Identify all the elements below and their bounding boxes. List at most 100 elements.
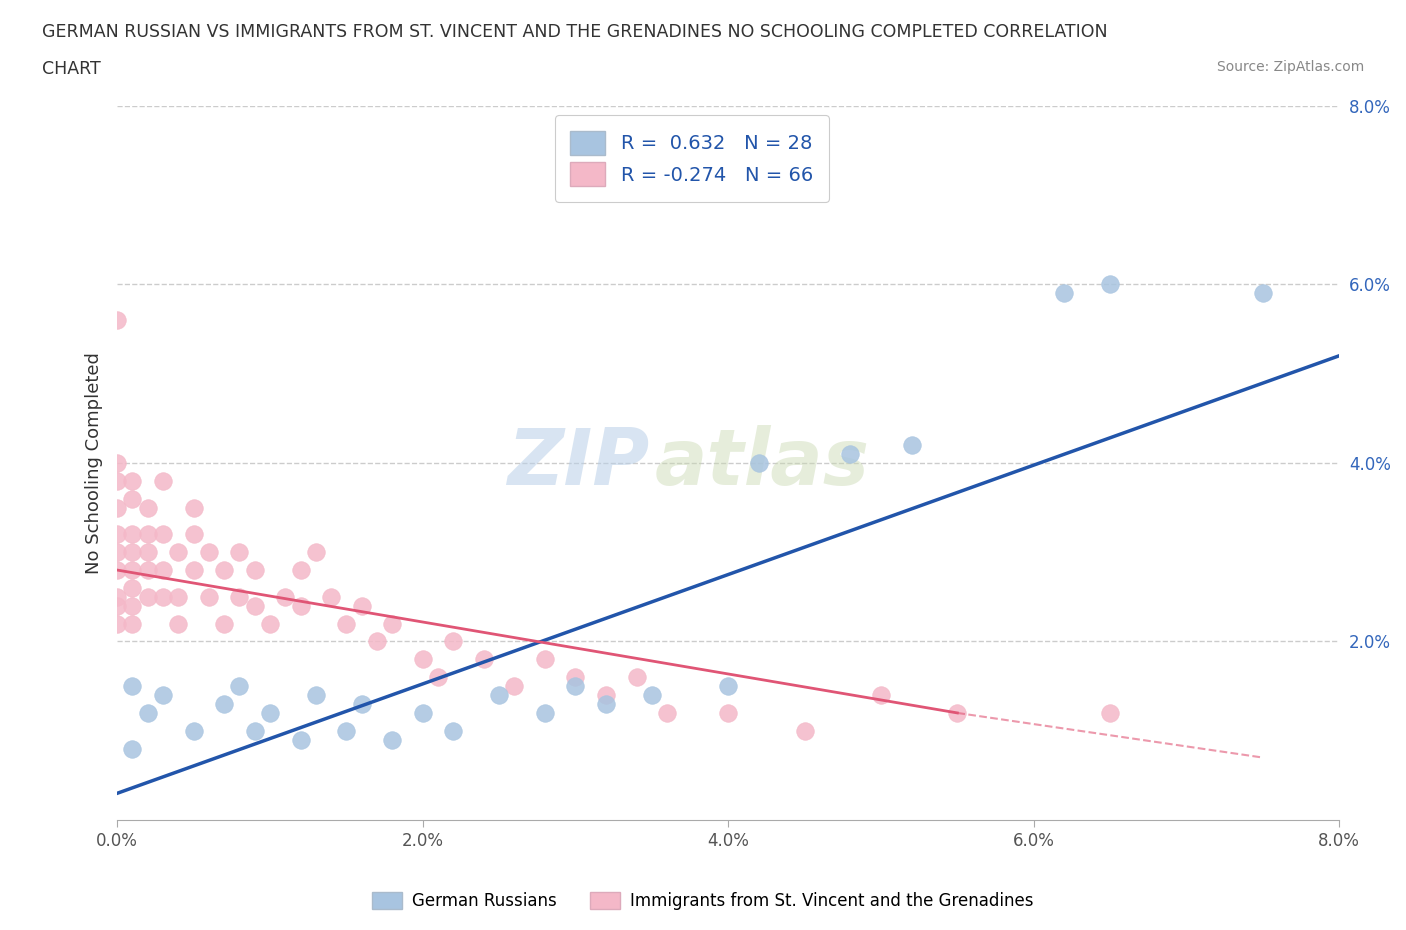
- Point: [259, 617, 281, 631]
- Point: [136, 563, 159, 578]
- Point: [183, 500, 205, 515]
- Point: [243, 598, 266, 613]
- Point: [290, 563, 312, 578]
- Point: [595, 687, 617, 702]
- Point: [121, 617, 143, 631]
- Point: [259, 706, 281, 721]
- Point: [105, 473, 128, 488]
- Point: [717, 679, 740, 694]
- Point: [564, 670, 586, 684]
- Point: [212, 617, 235, 631]
- Point: [412, 652, 434, 667]
- Point: [152, 563, 174, 578]
- Point: [1053, 286, 1076, 300]
- Point: [136, 706, 159, 721]
- Point: [441, 724, 464, 738]
- Point: [105, 590, 128, 604]
- Point: [212, 697, 235, 711]
- Point: [167, 545, 190, 560]
- Point: [228, 590, 250, 604]
- Point: [152, 590, 174, 604]
- Point: [167, 590, 190, 604]
- Point: [121, 679, 143, 694]
- Point: [212, 563, 235, 578]
- Point: [381, 617, 404, 631]
- Point: [198, 590, 221, 604]
- Point: [626, 670, 648, 684]
- Point: [121, 545, 143, 560]
- Point: [136, 590, 159, 604]
- Point: [441, 634, 464, 649]
- Point: [427, 670, 450, 684]
- Point: [595, 697, 617, 711]
- Point: [793, 724, 815, 738]
- Point: [121, 598, 143, 613]
- Point: [121, 580, 143, 595]
- Point: [534, 706, 557, 721]
- Legend: R =  0.632   N = 28, R = -0.274   N = 66: R = 0.632 N = 28, R = -0.274 N = 66: [554, 115, 828, 202]
- Point: [870, 687, 893, 702]
- Point: [183, 527, 205, 542]
- Point: [105, 527, 128, 542]
- Point: [121, 527, 143, 542]
- Point: [105, 312, 128, 327]
- Point: [1251, 286, 1274, 300]
- Point: [105, 500, 128, 515]
- Point: [366, 634, 388, 649]
- Point: [290, 732, 312, 747]
- Point: [105, 563, 128, 578]
- Point: [183, 563, 205, 578]
- Point: [472, 652, 495, 667]
- Point: [105, 545, 128, 560]
- Point: [946, 706, 969, 721]
- Point: [335, 724, 357, 738]
- Point: [839, 446, 862, 461]
- Y-axis label: No Schooling Completed: No Schooling Completed: [86, 352, 103, 574]
- Point: [198, 545, 221, 560]
- Point: [243, 724, 266, 738]
- Point: [228, 679, 250, 694]
- Point: [121, 473, 143, 488]
- Point: [350, 598, 373, 613]
- Point: [1099, 706, 1122, 721]
- Point: [121, 741, 143, 756]
- Text: GERMAN RUSSIAN VS IMMIGRANTS FROM ST. VINCENT AND THE GRENADINES NO SCHOOLING CO: GERMAN RUSSIAN VS IMMIGRANTS FROM ST. VI…: [42, 23, 1108, 41]
- Point: [121, 563, 143, 578]
- Point: [121, 491, 143, 506]
- Point: [305, 687, 328, 702]
- Point: [243, 563, 266, 578]
- Point: [335, 617, 357, 631]
- Legend: German Russians, Immigrants from St. Vincent and the Grenadines: German Russians, Immigrants from St. Vin…: [366, 885, 1040, 917]
- Point: [305, 545, 328, 560]
- Point: [105, 617, 128, 631]
- Point: [1099, 277, 1122, 292]
- Point: [183, 724, 205, 738]
- Point: [900, 438, 922, 453]
- Point: [152, 527, 174, 542]
- Point: [748, 456, 770, 471]
- Point: [488, 687, 510, 702]
- Point: [152, 473, 174, 488]
- Point: [105, 456, 128, 471]
- Point: [167, 617, 190, 631]
- Point: [136, 527, 159, 542]
- Point: [350, 697, 373, 711]
- Point: [655, 706, 678, 721]
- Point: [381, 732, 404, 747]
- Text: atlas: atlas: [655, 425, 870, 501]
- Point: [228, 545, 250, 560]
- Point: [274, 590, 297, 604]
- Point: [412, 706, 434, 721]
- Point: [641, 687, 664, 702]
- Point: [136, 500, 159, 515]
- Point: [564, 679, 586, 694]
- Point: [105, 598, 128, 613]
- Point: [136, 545, 159, 560]
- Point: [503, 679, 526, 694]
- Point: [290, 598, 312, 613]
- Text: CHART: CHART: [42, 60, 101, 78]
- Text: ZIP: ZIP: [506, 425, 648, 501]
- Point: [152, 687, 174, 702]
- Text: Source: ZipAtlas.com: Source: ZipAtlas.com: [1216, 60, 1364, 74]
- Point: [717, 706, 740, 721]
